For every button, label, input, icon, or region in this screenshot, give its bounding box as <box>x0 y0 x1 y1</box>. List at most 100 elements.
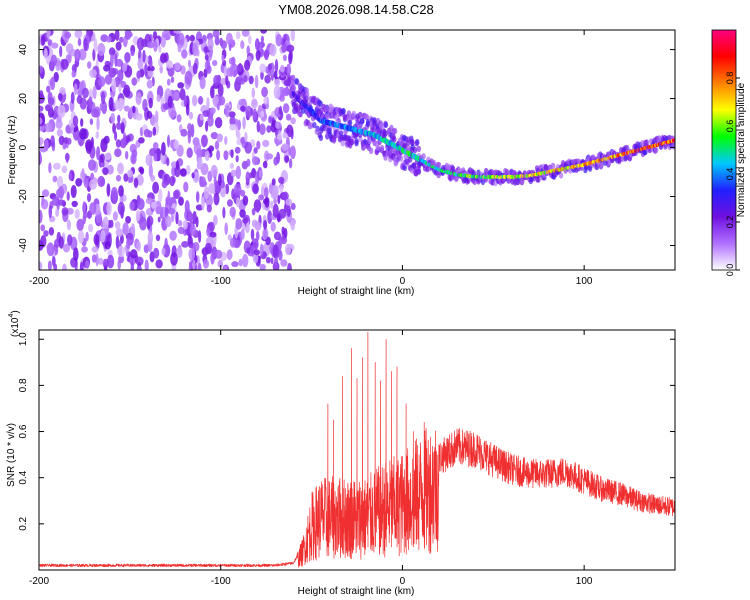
noise-cell <box>195 191 200 203</box>
noise-cell <box>81 246 88 253</box>
noise-cell <box>229 64 233 77</box>
snr-series-line <box>39 331 675 568</box>
y-tick-label: 0.6 <box>18 424 29 438</box>
noise-cell <box>103 152 112 161</box>
noise-cell <box>146 208 152 216</box>
spectral-cell <box>301 107 306 114</box>
noise-cell <box>251 208 256 216</box>
noise-cell <box>200 163 209 176</box>
noise-cell <box>240 229 245 240</box>
x-tick-label: -100 <box>211 576 231 587</box>
noise-cell <box>150 174 156 182</box>
noise-cell <box>58 236 64 249</box>
noise-cell <box>267 63 273 71</box>
noise-cell <box>208 221 215 232</box>
noise-cell <box>145 154 153 166</box>
noise-cell <box>107 254 115 269</box>
noise-cell <box>57 175 64 190</box>
noise-cell <box>161 180 168 189</box>
noise-cell <box>269 43 277 57</box>
noise-cell <box>260 30 268 34</box>
noise-cell <box>235 165 241 180</box>
noise-cell <box>224 136 228 145</box>
spectrogram-x-ticks: -200 -100 0 100 <box>29 30 593 287</box>
noise-cell <box>166 78 171 86</box>
noise-cell <box>39 117 43 125</box>
colorbar-tick-label: 0.2 <box>725 216 735 229</box>
noise-cell <box>111 78 117 93</box>
noise-cell <box>270 200 274 209</box>
noise-cell <box>88 223 94 233</box>
noise-cell <box>62 263 67 270</box>
noise-cell <box>230 169 237 177</box>
noise-cell <box>278 176 285 184</box>
noise-cell <box>148 70 154 78</box>
noise-cell <box>75 178 83 187</box>
spectral-cell <box>375 144 380 151</box>
noise-cell <box>192 42 199 57</box>
snr-x-axis-label: Height of straight line (km) <box>298 586 415 597</box>
noise-cell <box>115 174 122 182</box>
noise-cell <box>57 104 66 118</box>
noise-cell <box>97 42 106 56</box>
noise-cell <box>166 157 170 167</box>
noise-cell <box>245 105 253 118</box>
noise-cell <box>272 244 280 259</box>
spectral-cell <box>322 124 327 132</box>
noise-cell <box>259 243 264 256</box>
y-tick-label: 0.2 <box>18 516 29 530</box>
noise-cell <box>122 63 128 72</box>
noise-cell <box>136 70 141 79</box>
noise-cell <box>260 35 264 43</box>
noise-cell <box>234 146 241 154</box>
noise-cell <box>262 139 270 148</box>
noise-cell <box>66 219 71 231</box>
noise-cell <box>270 221 276 232</box>
noise-cell <box>252 183 259 195</box>
noise-cell <box>64 31 72 39</box>
noise-cell <box>102 167 109 176</box>
noise-cell <box>61 207 69 216</box>
spectral-cell <box>558 172 564 179</box>
noise-cell <box>124 105 130 112</box>
noise-cell <box>282 54 287 62</box>
noise-cell <box>199 114 204 121</box>
noise-cell <box>48 105 54 114</box>
noise-cell <box>40 235 47 248</box>
noise-cell <box>129 200 135 211</box>
noise-cell <box>152 126 157 136</box>
noise-cell <box>197 96 204 105</box>
noise-cell <box>223 150 229 161</box>
noise-cell <box>256 120 260 133</box>
noise-cell <box>258 169 263 179</box>
noise-cell <box>61 165 68 174</box>
noise-cell <box>274 256 279 266</box>
noise-cell <box>286 124 294 138</box>
noise-cell <box>96 116 100 131</box>
noise-cell <box>243 75 248 83</box>
noise-cell <box>258 194 264 201</box>
y-tick-label: -40 <box>18 238 29 253</box>
noise-cell <box>229 116 236 126</box>
y-tick-label: 1.0 <box>18 332 29 346</box>
spectral-cell <box>360 117 365 125</box>
spectral-cell <box>291 74 296 82</box>
noise-cell <box>270 257 274 265</box>
noise-cell <box>241 30 250 37</box>
noise-cell <box>262 160 268 169</box>
noise-cell <box>222 206 226 219</box>
spectrogram-cells <box>39 30 675 270</box>
noise-cell <box>101 91 106 105</box>
noise-cell <box>290 30 296 42</box>
noise-cell <box>260 70 264 81</box>
spectral-cell <box>340 140 345 147</box>
noise-cell <box>213 214 218 226</box>
noise-cell <box>76 95 83 104</box>
noise-cell <box>178 196 184 206</box>
x-tick-label: 0 <box>400 276 406 287</box>
noise-cell <box>177 220 183 227</box>
noise-cell <box>176 114 182 123</box>
noise-cell <box>290 202 296 211</box>
noise-cell <box>221 54 225 62</box>
noise-cell <box>238 62 243 73</box>
